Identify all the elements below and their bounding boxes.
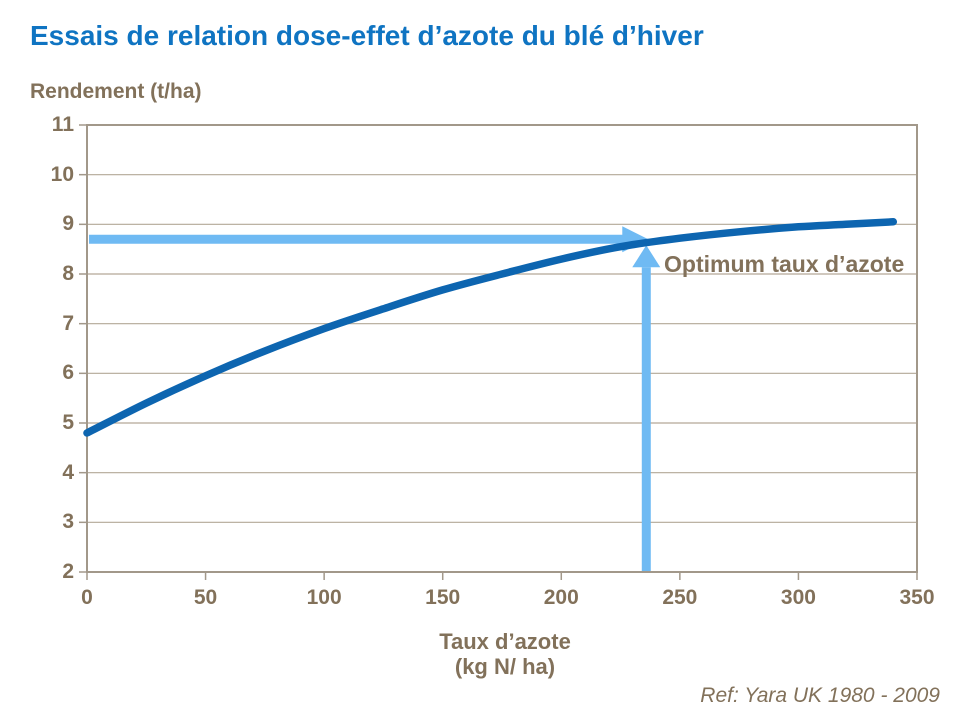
y-tick-label: 9: [62, 212, 74, 236]
optimum-annotation-label: Optimum taux d’azote: [664, 251, 905, 277]
x-tick-label: 350: [899, 586, 935, 609]
x-tick-label: 250: [662, 586, 698, 609]
yield-curve: [83, 218, 898, 437]
x-axis-title-line1: Taux d’azote: [439, 629, 571, 654]
y-tick-label: 10: [50, 162, 74, 186]
y-tick-label: 4: [62, 460, 74, 484]
y-axis-title: Rendement (t/ha): [30, 80, 202, 103]
x-axis-title: Taux d’azote (kg N/ ha): [355, 629, 655, 679]
x-tick-label: 50: [193, 586, 218, 609]
x-tick-label: 100: [306, 586, 342, 609]
x-axis-title-line2: (kg N/ ha): [454, 654, 556, 679]
y-tick-label: 6: [62, 361, 74, 385]
x-tick-label: 150: [425, 586, 461, 609]
y-tick-label: 3: [62, 510, 74, 534]
y-tick-label: 5: [62, 411, 74, 434]
y-tick-label: 2: [62, 560, 74, 583]
reference-text: Ref: Yara UK 1980 - 2009: [700, 684, 940, 707]
y-tick-label: 8: [62, 262, 74, 285]
x-tick-label: 0: [81, 586, 93, 609]
y-tick-label: 7: [62, 311, 74, 335]
optimum-vertical-arrow-head: [632, 245, 661, 268]
x-tick-label: 200: [543, 586, 579, 609]
chart-title: Essais de relation dose-effet d’azote du…: [30, 20, 704, 51]
plot-border: [86, 124, 918, 573]
y-tick-label: 11: [51, 113, 74, 136]
x-tick-label: 300: [780, 586, 816, 609]
